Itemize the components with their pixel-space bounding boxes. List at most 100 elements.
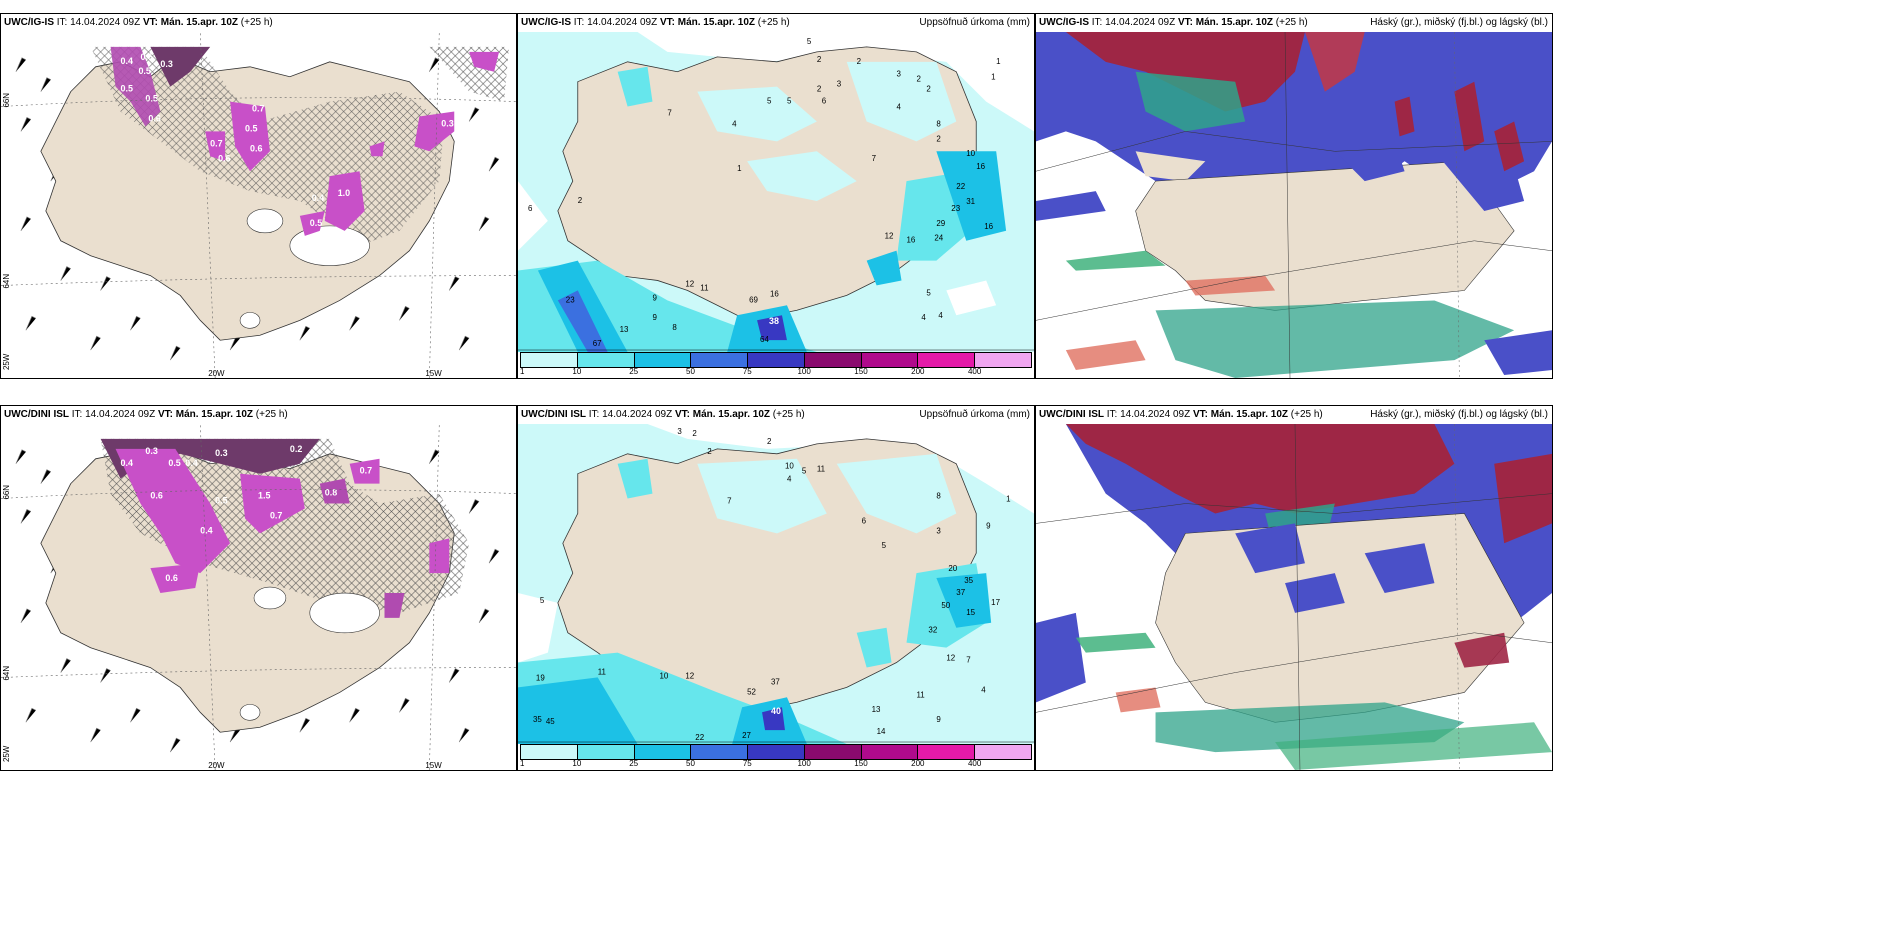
colorbar-label: 75 <box>742 367 752 376</box>
panel-precip-ig-is: UWC/IG-IS IT: 14.04.2024 09Z VT: Mán. 15… <box>517 13 1035 379</box>
panel-header: UWC/IG-IS IT: 14.04.2024 09Z VT: Mán. 15… <box>518 14 1034 32</box>
precip-label: 3 <box>677 427 682 436</box>
panel-header: UWC/DINI ISL IT: 14.04.2024 09Z VT: Mán.… <box>1036 406 1552 424</box>
precip-label: 2 <box>692 429 697 438</box>
colorbar-swatches <box>520 744 1032 760</box>
lat-label: 64N <box>2 666 11 681</box>
precip-label: 12 <box>885 232 894 241</box>
precip-label: 7 <box>667 108 672 117</box>
precip-label: 5 <box>540 596 545 605</box>
colorbar-label: 100 <box>797 367 811 376</box>
init-time: IT: 14.04.2024 09Z <box>588 409 673 420</box>
colorbar-swatch <box>577 745 635 759</box>
colorbar-label: 50 <box>686 367 695 376</box>
precip-label: 22 <box>695 733 704 742</box>
lead-time: (+25 h) <box>1275 17 1308 28</box>
precip-label: 16 <box>984 222 993 231</box>
map-area[interactable]: 5 2 2 1 1 3 2 2 2 3 4 5 5 6 4 2 7 8 10 1… <box>518 32 1034 352</box>
colorbar-label: 150 <box>854 759 868 768</box>
icing-label: 0.6 <box>165 573 177 583</box>
valid-time: VT: Mán. 15.apr. 10Z <box>674 409 771 420</box>
lat-label: 64N <box>2 274 11 289</box>
wind-barbs <box>15 57 500 361</box>
precip-label: 11 <box>817 465 826 474</box>
icing-label: 0.5 <box>121 84 133 94</box>
precip-label: 4 <box>732 119 737 128</box>
precip-label: 4 <box>897 103 902 112</box>
map-svg: 0.4 0.5 0.5 0.3 0.5 0.5 0.6 0.7 0.7 0.5 … <box>1 32 516 378</box>
precip-label: 4 <box>921 313 926 322</box>
colorbar-label: 200 <box>911 759 925 768</box>
precip-label: 7 <box>872 154 877 163</box>
map-area[interactable] <box>1036 424 1552 770</box>
colorbar-label: 50 <box>686 759 695 768</box>
icing-label: 0.6 <box>148 113 160 123</box>
map-area[interactable]: 0.4 0.5 0.5 0.3 0.5 0.5 0.6 0.7 0.7 0.5 … <box>1 32 516 378</box>
panel-precip-dini: UWC/DINI ISL IT: 14.04.2024 09Z VT: Mán.… <box>517 405 1035 771</box>
precip-label: 45 <box>546 717 555 726</box>
precip-label: 2 <box>817 85 822 94</box>
colorbar-swatch <box>861 353 919 367</box>
icing-label: 0.6 <box>150 491 162 501</box>
precip-label: 4 <box>787 475 792 484</box>
precip-label: 9 <box>936 715 941 724</box>
map-area[interactable] <box>1036 32 1552 378</box>
precip-label: 31 <box>966 197 975 206</box>
precip-label: 11 <box>598 667 607 676</box>
panel-icing-ig-is: UWC/IG-IS IT: 14.04.2024 09Z VT: Mán. 15… <box>0 13 517 379</box>
wind-barbs <box>15 449 500 753</box>
colorbar-swatch <box>634 745 692 759</box>
colorbar-label: 400 <box>967 367 982 376</box>
precip-label: 15 <box>966 608 975 617</box>
panel-header: UWC/DINI ISL IT: 14.04.2024 09Z VT: Mán.… <box>518 406 1034 424</box>
precip-label: 7 <box>966 656 971 665</box>
colorbar-swatch <box>691 745 749 759</box>
precip-label: 22 <box>956 182 965 191</box>
precip-label: 14 <box>877 727 886 736</box>
precip-label: 16 <box>906 236 915 245</box>
panel-header: UWC/DINI ISL IT: 14.04.2024 09Z VT: Mán.… <box>1 406 516 424</box>
field-title: Uppsöfnuð úrkoma (mm) <box>919 409 1030 420</box>
precip-label: 2 <box>707 447 712 456</box>
precip-label: 52 <box>747 687 756 696</box>
panel-clouds-ig-is: UWC/IG-IS IT: 14.04.2024 09Z VT: Mán. 15… <box>1035 13 1553 379</box>
precip-label: 3 <box>936 526 941 535</box>
colorbar-label: 10 <box>572 367 582 376</box>
precip-label: 1 <box>991 73 996 82</box>
precip-label: 8 <box>672 323 677 332</box>
precip-label: 4 <box>981 685 986 694</box>
colorbar-label: 25 <box>629 367 639 376</box>
precip-label: 10 <box>659 671 668 680</box>
precip-label: 35 <box>964 576 973 585</box>
lon-label: 25W <box>2 745 11 762</box>
init-time: IT: 14.04.2024 09Z <box>56 17 141 28</box>
icing-label: 0.5 <box>145 94 157 104</box>
map-area[interactable]: 3 2 2 1 2 4 5 7 10 11 3 6 8 5 9 20 35 50… <box>518 424 1034 744</box>
precip-label: 2 <box>767 437 772 446</box>
precip-label: 5 <box>882 541 887 550</box>
precip-label: 16 <box>770 289 779 298</box>
map-svg: 5 2 2 1 1 3 2 2 2 3 4 5 5 6 4 2 7 8 10 1… <box>518 32 1034 352</box>
lead-time: (+25 h) <box>240 17 273 28</box>
field-title: Uppsöfnuð úrkoma (mm) <box>919 17 1030 28</box>
precip-label: 7 <box>727 497 732 506</box>
icing-label: 0.5 <box>138 66 150 76</box>
map-svg <box>1036 32 1552 378</box>
colorbar-label: 1 <box>520 367 525 376</box>
precip-label: 2 <box>916 75 921 84</box>
precip-label: 11 <box>700 283 709 292</box>
lon-label: 15W <box>425 761 442 770</box>
precip-label: 4 <box>938 311 943 320</box>
precip-label: 13 <box>872 705 881 714</box>
precip-label: 9 <box>652 293 657 302</box>
colorbar-swatch <box>748 745 805 759</box>
map-area[interactable]: 0.3 0.4 0.5 0.4 0.3 0.2 0.6 0.5 0.7 0.8 … <box>1 424 516 770</box>
precip-label: 6 <box>822 97 827 106</box>
colorbar-label: 10 <box>572 759 582 768</box>
icing-label: 0.4 <box>312 193 324 203</box>
precip-label: 10 <box>966 149 975 158</box>
icing-label: 0.3 <box>145 446 157 456</box>
precip-label: 35 <box>533 715 542 724</box>
icing-label: 0.4 <box>200 525 212 535</box>
precip-label: 1 <box>1006 495 1011 504</box>
